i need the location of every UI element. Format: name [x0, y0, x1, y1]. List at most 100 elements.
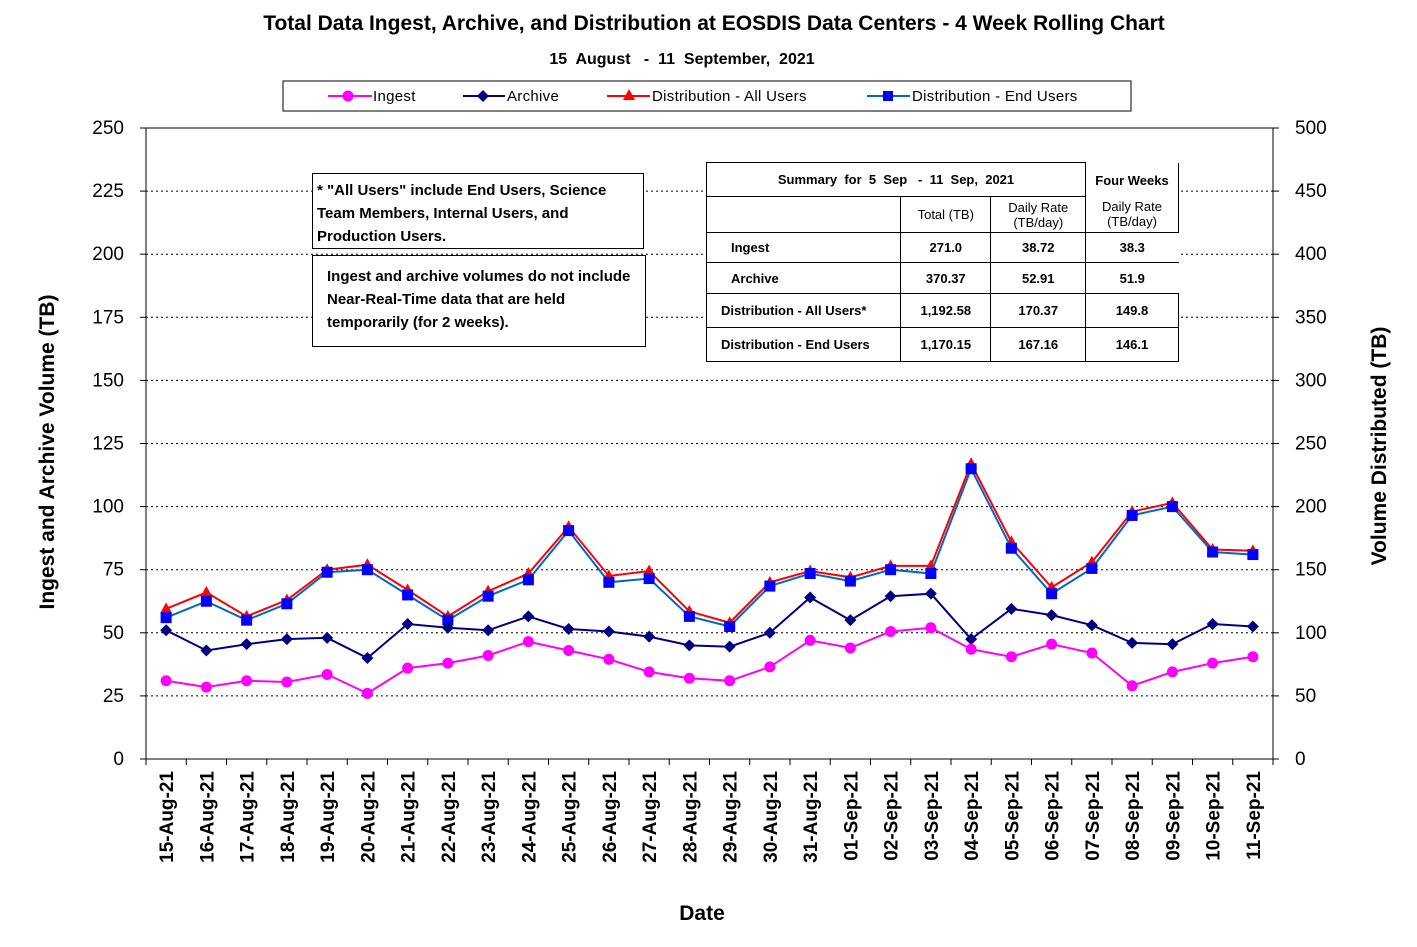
series-ingest: [160, 622, 1259, 699]
data-point-ingest: [563, 644, 575, 656]
data-point-ingest: [804, 634, 816, 646]
data-point-archive: [602, 625, 615, 638]
data-point-archive: [1166, 638, 1179, 651]
x-tick-label: 08-Sep-21: [1123, 771, 1144, 861]
x-tick-label: 29-Aug-21: [721, 771, 742, 863]
y-axis-left: 0 25 50 75 100 125 150 175 200 225 250: [92, 118, 146, 770]
y-tick-label-right: 350: [1295, 307, 1327, 328]
summary-header: Summary for 5 Sep - 11 Sep, 2021: [706, 162, 1086, 197]
summary-row-label: Ingest: [705, 232, 902, 263]
data-point-dist-all: [643, 564, 656, 576]
legend-label-dist-all: Distribution - All Users: [652, 88, 807, 105]
data-point-dist-all: [200, 585, 213, 597]
data-point-dist-end: [563, 525, 575, 537]
x-tick-label: 15-Aug-21: [157, 771, 178, 863]
x-tick-label: 27-Aug-21: [640, 771, 661, 863]
x-tick-label: 21-Aug-21: [399, 771, 420, 863]
data-point-archive: [562, 623, 575, 636]
data-point-dist-all: [160, 602, 173, 614]
data-point-dist-end: [241, 614, 253, 626]
y-tick-label-left: 150: [92, 370, 124, 391]
summary-row-daily: 167.16: [990, 327, 1086, 362]
x-axis: 15-Aug-21 16-Aug-21 17-Aug-21 18-Aug-21 19-A…: [145, 759, 1274, 863]
summary-row-four: 38.3: [1085, 232, 1179, 263]
data-point-dist-end: [1126, 509, 1138, 521]
data-point-dist-end: [361, 564, 373, 576]
data-point-archive: [321, 631, 334, 644]
data-point-archive: [482, 624, 495, 637]
summary-row-daily: 38.72: [990, 232, 1086, 263]
y-tick-label-right: 250: [1295, 434, 1327, 455]
y-tick-label-right: 500: [1295, 118, 1327, 139]
x-tick-label: 23-Aug-21: [479, 771, 500, 863]
y-tick-label-left: 25: [103, 686, 124, 707]
legend-item-ingest: Ingest: [328, 88, 416, 105]
y-tick-label-left: 200: [92, 244, 124, 265]
legend: Ingest Archive Distribution - All Users …: [282, 80, 1132, 112]
data-point-dist-end: [643, 573, 655, 585]
data-point-ingest: [241, 675, 253, 687]
y-tick-label-left: 75: [103, 560, 124, 581]
data-point-dist-end: [603, 576, 615, 588]
data-point-archive: [1045, 609, 1058, 622]
x-tick-label: 07-Sep-21: [1083, 771, 1104, 861]
series-dist-all: [160, 457, 1259, 628]
legend-box: [282, 80, 1132, 112]
summary-blank-cell: [705, 196, 902, 233]
data-point-archive: [844, 614, 857, 627]
data-point-dist-end: [200, 595, 212, 607]
note-all-users-text: * "All Users" include End Users, Science…: [317, 182, 607, 245]
x-tick-label: 26-Aug-21: [600, 771, 621, 863]
data-point-archive: [965, 633, 978, 646]
data-point-archive: [160, 624, 173, 637]
data-point-dist-end: [1207, 546, 1219, 558]
summary-row-label: Distribution - End Users: [705, 327, 902, 362]
y-tick-label-right: 0: [1295, 749, 1306, 770]
data-point-dist-end: [442, 614, 454, 626]
series-layer: [160, 457, 1259, 699]
data-point-dist-end: [1005, 542, 1017, 554]
data-point-ingest: [1126, 680, 1138, 692]
data-point-archive: [1085, 619, 1098, 632]
data-point-ingest: [1046, 638, 1058, 650]
data-point-ingest: [361, 687, 373, 699]
x-tick-label: 22-Aug-21: [439, 771, 460, 863]
legend-item-dist-end: Distribution - End Users: [867, 88, 1077, 105]
data-point-ingest: [1207, 657, 1219, 669]
summary-row-daily: 170.37: [990, 293, 1086, 328]
x-tick-label: 18-Aug-21: [278, 771, 299, 863]
data-point-archive: [441, 621, 454, 634]
summary-row: Distribution - All Users* 1,192.58 170.3…: [705, 293, 1179, 328]
data-point-archive: [1246, 620, 1259, 633]
chart-subtitle: 15 August - 11 September, 2021: [549, 51, 814, 68]
y-tick-label-right: 400: [1295, 244, 1327, 265]
series-dist-end: [160, 463, 1259, 632]
data-point-ingest: [200, 681, 212, 693]
legend-item-dist-all: Distribution - All Users: [607, 88, 807, 105]
data-point-archive: [401, 617, 414, 630]
x-tick-label: 05-Sep-21: [1002, 771, 1023, 861]
data-point-archive: [280, 633, 293, 646]
note-nrt-text: Ingest and archive volumes do not includ…: [327, 268, 631, 331]
y-tick-label-right: 300: [1295, 370, 1327, 391]
data-point-ingest: [1086, 647, 1098, 659]
data-point-ingest: [724, 675, 736, 687]
data-point-dist-end: [764, 580, 776, 592]
data-point-dist-end: [482, 590, 494, 602]
summary-col-total: Total (TB): [900, 196, 992, 233]
series-line-ingest: [165, 626, 1254, 695]
x-tick-label: 28-Aug-21: [680, 771, 701, 863]
x-tick-label: 11-Sep-21: [1244, 771, 1265, 860]
x-tick-label: 30-Aug-21: [761, 771, 782, 863]
x-tick-label: 06-Sep-21: [1043, 771, 1064, 861]
data-point-ingest: [683, 672, 695, 684]
series-line-dist-end: [165, 466, 1253, 628]
data-point-ingest: [643, 666, 655, 678]
data-point-ingest: [281, 676, 293, 688]
data-point-archive: [723, 640, 736, 653]
data-point-archive: [804, 591, 817, 604]
data-point-archive: [643, 630, 656, 643]
x-axis-label: Date: [679, 902, 725, 925]
data-point-dist-end: [1046, 588, 1058, 600]
